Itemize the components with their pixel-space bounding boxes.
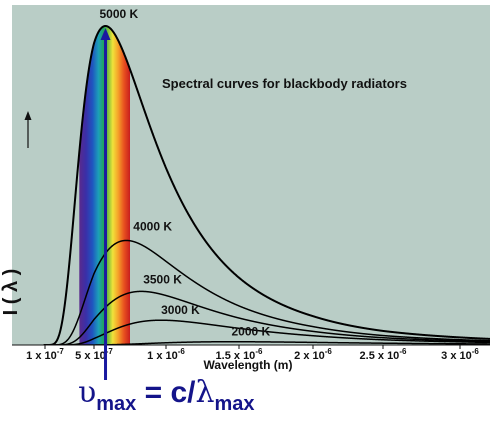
wien-formula: υmax = c/λmax — [78, 375, 255, 415]
x-tick-label: 1 x 10-6 — [147, 347, 185, 362]
x-axis-label: Wavelength (m) — [204, 358, 293, 372]
formula-equals-c: = c/ — [136, 376, 196, 409]
curve-label-3000k: 3000 K — [161, 303, 200, 317]
formula-lambda-subscript: max — [214, 393, 255, 415]
curve-label-2000k: 2000 K — [232, 325, 271, 339]
x-tick-label: 1.5 x 10-6 — [216, 347, 263, 362]
formula-nu-subscript: max — [96, 393, 137, 415]
curve-label-3500k: 3500 K — [143, 272, 182, 286]
curve-label-5000k: 5000 K — [100, 7, 139, 21]
y-axis-label: I ( λ ) — [0, 269, 22, 316]
y-axis-arrow-head — [24, 111, 32, 120]
x-axis: 1 x 10-7 5 x 10-7 1 x 10-6 1.5 x 10-6 2 x 10… — [12, 344, 490, 362]
x-tick-label: 1 x 10-7 — [26, 347, 64, 362]
peak-wavelength-marker-arrowhead — [100, 28, 111, 40]
x-tick-label: 5 x 10-7 — [75, 347, 113, 362]
x-tick-label: 3 x 10-6 — [441, 347, 479, 362]
curve-5000k — [43, 25, 490, 345]
curve-3000k — [43, 319, 490, 345]
curve-4000k — [43, 239, 490, 345]
curve-labels: 5000 K 4000 K 3500 K 3000 K 2000 K — [100, 7, 271, 339]
x-tick-label: 2.5 x 10-6 — [360, 347, 407, 362]
chart-title: Spectral curves for blackbody radiators — [162, 76, 407, 91]
formula-nu-symbol: υ — [78, 375, 97, 410]
curve-label-4000k: 4000 K — [133, 220, 172, 234]
x-tick-label: 2 x 10-6 — [294, 347, 332, 362]
curve-3500k — [43, 290, 490, 345]
formula-lambda-symbol: λ — [195, 375, 215, 410]
